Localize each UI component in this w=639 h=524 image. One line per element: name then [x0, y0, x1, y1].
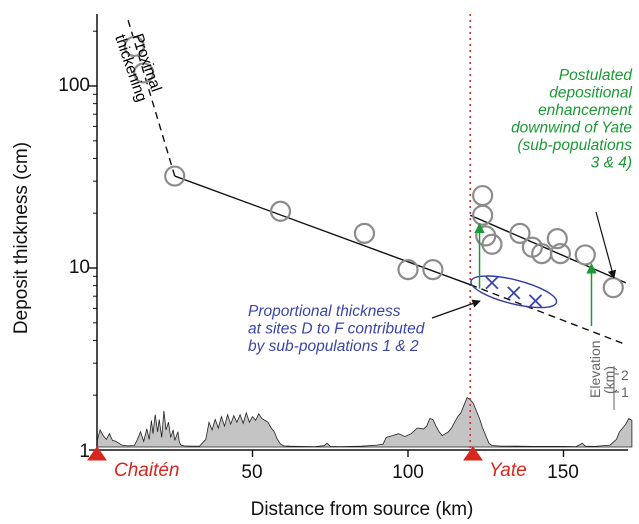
elevation-profile	[96, 397, 633, 448]
annotation-postulated-line: (sub-populations	[517, 137, 632, 154]
x-tick-label-100: 100	[392, 462, 424, 483]
data-point-circle	[353, 222, 376, 244]
data-point-circle	[472, 184, 494, 207]
data-point-circle	[509, 222, 531, 244]
data-point-circle	[574, 244, 596, 266]
volcano-label-chaiten: Chaitén	[114, 460, 180, 481]
fit-line-proximal	[127, 19, 176, 177]
data-point-cross	[528, 294, 543, 308]
cross-stroke	[507, 286, 521, 300]
elevation-area	[96, 397, 633, 448]
data-point-circle	[546, 228, 568, 250]
sub-population-ellipse-shape	[470, 275, 558, 309]
data-point-circle	[472, 204, 494, 226]
volcano-marker-yate	[463, 446, 483, 461]
fit-line-downwind	[469, 214, 626, 284]
y-tick-label-10: 10	[69, 257, 90, 278]
data-point-circle	[602, 277, 624, 299]
fit-line-main	[174, 175, 471, 286]
annotation-postulated-line: depositional	[549, 85, 632, 102]
elevation-title-line2: (km)	[601, 366, 617, 394]
data-point-circle	[397, 258, 419, 281]
data-point-circle	[422, 258, 444, 281]
x-tick-label-50: 50	[241, 462, 262, 483]
elevation-axis-title: Elevation (km)	[587, 340, 617, 398]
data-point-circle	[549, 242, 571, 265]
cross-stroke	[528, 294, 543, 308]
volcano-marker-chaiten	[87, 446, 107, 461]
annotation-postulated-line: downwind of Yate	[511, 120, 632, 137]
elevation-axis	[613, 366, 619, 410]
y-tick-label-100: 100	[58, 75, 90, 96]
annotation-postulated-line: Postulated	[559, 67, 634, 84]
data-point-circle	[133, 62, 155, 84]
elevation-title-line1: Elevation	[587, 340, 603, 398]
fit-line-main-extension	[469, 284, 626, 346]
annotation-proximal-thickening: Proximal thickening	[111, 32, 164, 105]
axis-ticks	[89, 30, 565, 457]
volcano-label-yate: Yate	[489, 460, 527, 481]
proportional-pointer-arrow	[431, 299, 481, 319]
data-points	[123, 35, 624, 308]
annotation-postulated-enhancement: Postulateddepositionalenhancementdownwin…	[511, 67, 633, 172]
postulated-pointer-arrow	[595, 211, 617, 279]
elevation-tick-2: 2	[621, 367, 629, 383]
data-point-circle	[481, 233, 503, 255]
annotation-proportional-line: at sites D to F contributed	[248, 321, 426, 338]
fit-lines	[127, 19, 626, 346]
data-point-cross	[485, 276, 499, 290]
enhancement-arrows	[474, 222, 597, 327]
y-axis-title: Deposit thickness (cm)	[11, 142, 32, 334]
data-point-circle	[164, 165, 186, 187]
annotation-proportional-line: Proportional thickness	[248, 303, 401, 320]
sub-population-ellipse	[470, 275, 558, 309]
plot-frame	[96, 14, 628, 451]
data-point-circle	[123, 35, 145, 58]
data-point-cross	[507, 286, 521, 300]
x-axis-title: Distance from source (km)	[251, 499, 474, 520]
elevation-tick-1: 1	[621, 384, 629, 400]
annotation-postulated-line: enhancement	[538, 102, 633, 119]
annotation-postulated-line: 3 & 4)	[591, 155, 632, 172]
annotation-proportional-line: by sub-populations 1 & 2	[248, 338, 419, 355]
x-tick-label-150: 150	[547, 462, 579, 483]
cross-stroke	[485, 276, 499, 290]
data-point-circle	[269, 200, 292, 222]
y-tick-label-1: 1	[79, 441, 90, 462]
